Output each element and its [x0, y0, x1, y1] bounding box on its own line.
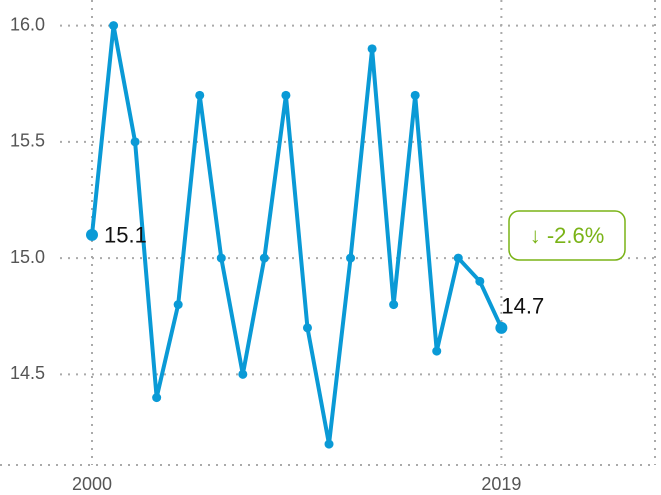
- point: [195, 90, 205, 100]
- point: [216, 253, 226, 263]
- data-label: 14.7: [501, 294, 544, 319]
- y-tick-label: 15.5: [10, 131, 45, 151]
- point: [238, 369, 248, 379]
- x-tick-label: 2019: [481, 474, 521, 494]
- point: [86, 228, 99, 241]
- point: [389, 300, 399, 310]
- point: [152, 393, 162, 403]
- point: [130, 137, 140, 147]
- point: [281, 90, 291, 100]
- point: [259, 253, 269, 263]
- data-label: 15.1: [104, 223, 147, 248]
- point: [410, 90, 420, 100]
- point: [324, 439, 334, 449]
- point: [475, 276, 485, 286]
- point: [109, 21, 119, 31]
- annotation: ↓ -2.6%: [530, 223, 605, 248]
- point: [367, 44, 377, 54]
- x-tick-label: 2000: [72, 474, 112, 494]
- annotation-box: [508, 210, 626, 261]
- point: [173, 300, 183, 310]
- y-tick-label: 16.0: [10, 14, 45, 34]
- point: [432, 346, 442, 356]
- line: [90, 23, 504, 447]
- y-tick-label: 15.0: [10, 247, 45, 267]
- point: [453, 253, 463, 263]
- point: [495, 321, 508, 334]
- point: [346, 253, 356, 263]
- point: [302, 323, 312, 333]
- y-tick-label: 14.5: [10, 363, 45, 383]
